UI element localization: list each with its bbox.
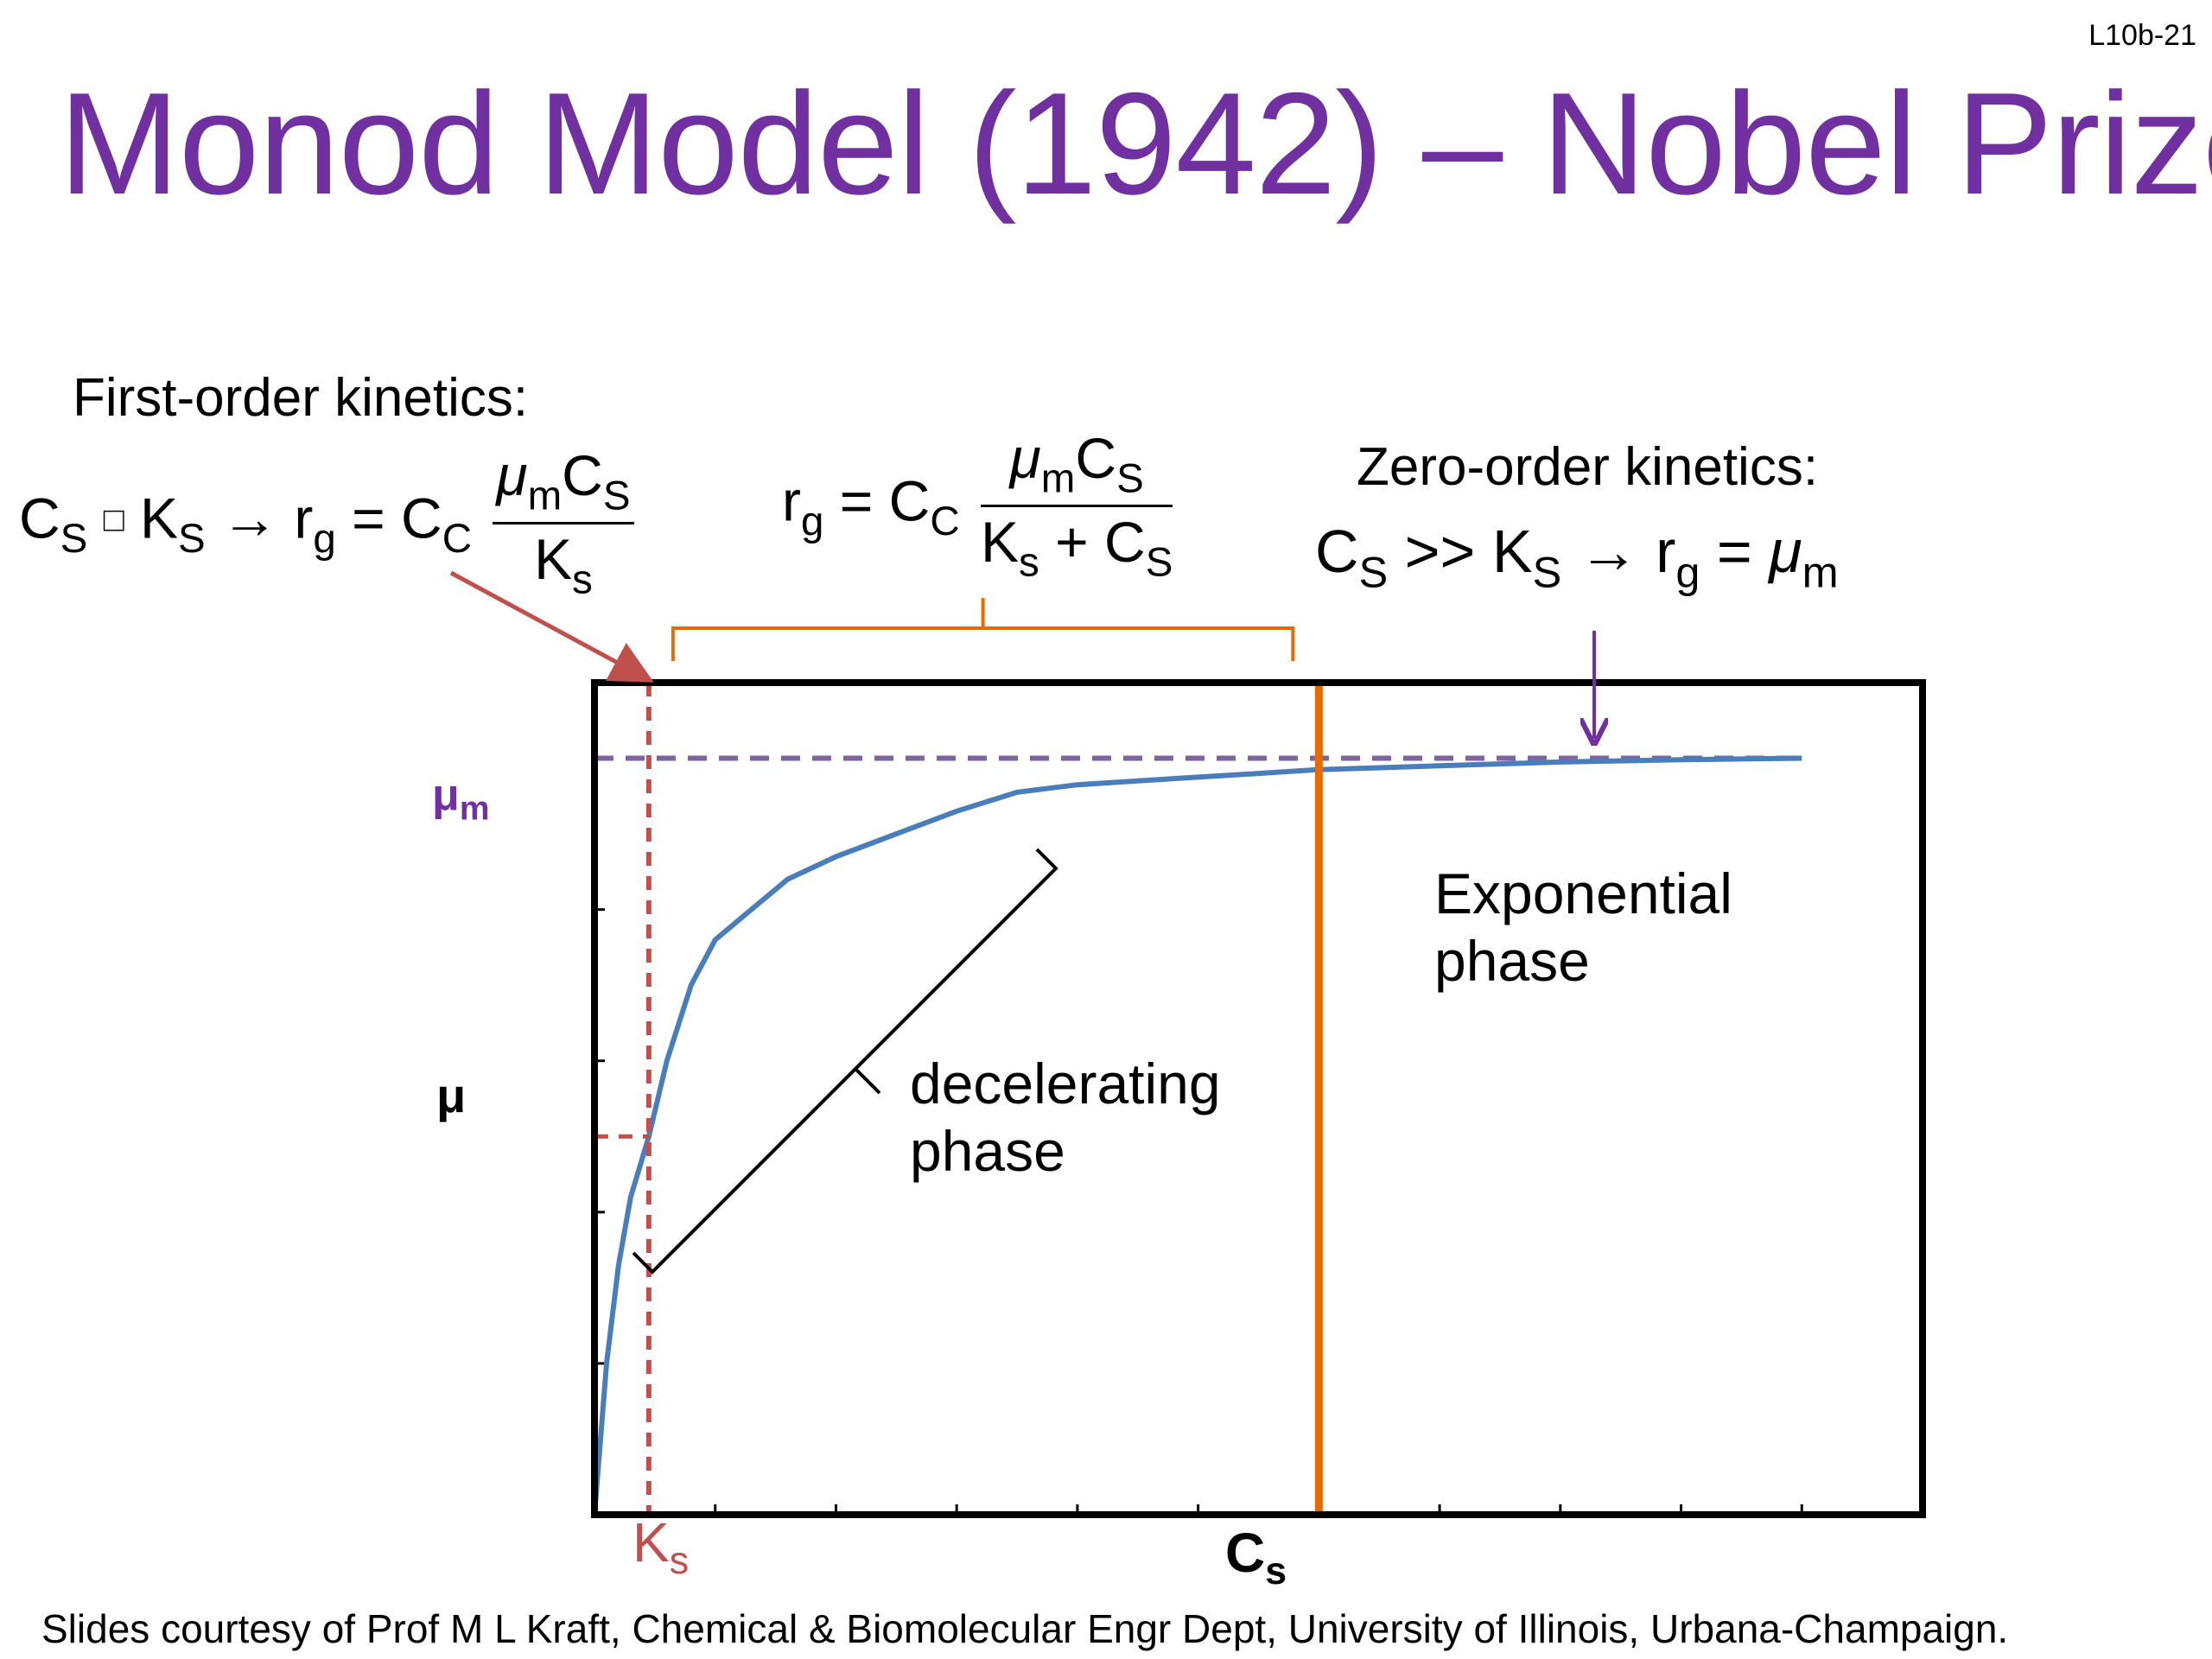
monod-equation: rg = CC μmCS Ks + CS: [782, 426, 1173, 586]
ks-axis-label: Ks: [632, 1511, 690, 1582]
plot-frame: [591, 679, 1926, 1518]
zero-order-equation: CS >> KS → rg = μm: [1315, 518, 1839, 597]
decelerating-bracket: [632, 848, 1058, 1274]
mu-max-axis-label: μm: [432, 770, 490, 828]
first-order-arrow: [449, 570, 654, 683]
slide-number: L10b-21: [2088, 19, 2196, 52]
decelerating-phase-label: decelerating phase: [910, 1052, 1221, 1183]
y-axis-label: μ: [436, 1068, 467, 1122]
monod-region-bracket: [671, 598, 1295, 661]
first-order-label: First-order kinetics:: [73, 368, 529, 428]
x-axis-label: Cs: [1225, 1522, 1287, 1592]
footer-credit: Slides courtesy of Prof M L Kraft, Chemi…: [41, 1606, 2009, 1651]
monod-curve: [592, 755, 1802, 1516]
slide-title: Monod Model (1942) – Nobel Prize: [59, 62, 2212, 225]
exponential-phase-label: Exponential phase: [1434, 861, 1732, 993]
zero-order-label: Zero-order kinetics:: [1357, 437, 1819, 497]
first-order-equation: CS □ KS → rg = CC μmCS Ks: [19, 442, 639, 603]
